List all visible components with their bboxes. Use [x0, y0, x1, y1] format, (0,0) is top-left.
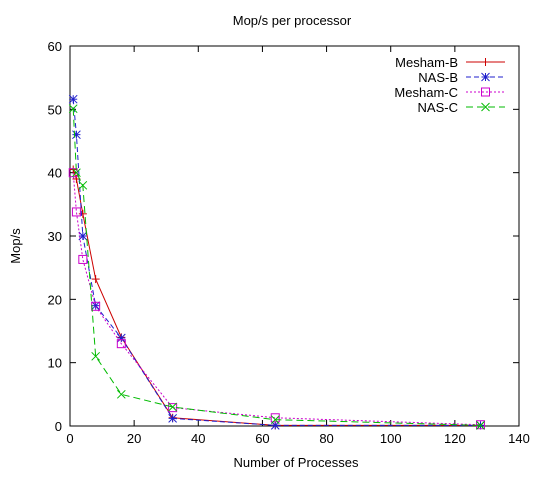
legend-label-nas-b: NAS-B	[418, 70, 458, 85]
data-point-nas-c	[72, 168, 81, 178]
marker-stroke	[481, 72, 490, 82]
x-tick-label: 100	[380, 431, 402, 446]
marker-stroke	[72, 168, 81, 178]
marker-stroke	[91, 351, 101, 361]
data-point-mesham-c	[116, 339, 126, 349]
data-point-mesham-c	[71, 207, 81, 217]
legend-marker-mesham-c	[481, 87, 490, 97]
marker-stroke	[476, 420, 486, 430]
marker-stroke	[270, 415, 280, 425]
y-tick-label: 60	[48, 39, 62, 54]
series-line-mesham-b	[72, 169, 481, 426]
data-point-nas-c	[168, 402, 177, 412]
data-point-nas-c	[270, 415, 280, 425]
x-tick-label: 40	[191, 431, 205, 446]
legend-marker-nas-b	[481, 72, 490, 82]
data-point-nas-c	[68, 104, 78, 114]
marker-stroke	[270, 413, 280, 423]
marker-stroke	[78, 254, 88, 264]
marker-stroke	[68, 104, 78, 114]
y-tick-label: 50	[48, 102, 62, 117]
chart-title: Mop/s per processor	[233, 13, 352, 28]
y-tick-label: 30	[48, 229, 62, 244]
x-tick-label: 0	[66, 431, 73, 446]
x-tick-label: 20	[127, 431, 141, 446]
y-tick-label: 0	[55, 419, 62, 434]
marker-stroke	[481, 87, 490, 97]
marker-stroke	[78, 180, 88, 190]
marker-stroke	[168, 414, 177, 423]
series-line-nas-b	[72, 99, 481, 426]
marker-stroke	[116, 389, 126, 399]
series-line-nas-c	[72, 108, 481, 426]
marker-stroke	[71, 207, 81, 217]
marker-stroke	[168, 402, 177, 412]
data-point-nas-b	[78, 231, 88, 241]
data-point-nas-b	[116, 333, 126, 343]
x-tick-label: 80	[319, 431, 333, 446]
y-tick-label: 10	[48, 356, 62, 371]
marker-stroke	[476, 421, 485, 430]
series-group	[68, 94, 486, 430]
data-point-nas-b	[68, 94, 78, 104]
x-tick-label: 120	[444, 431, 466, 446]
legend-label-nas-c: NAS-C	[418, 100, 458, 115]
marker-stroke	[481, 102, 490, 112]
x-tick-label: 60	[255, 431, 269, 446]
data-point-nas-b	[72, 130, 81, 140]
legend-label-mesham-c: Mesham-C	[394, 85, 458, 100]
x-tick-label: 140	[508, 431, 530, 446]
marker-stroke	[78, 231, 88, 241]
data-point-nas-c	[78, 180, 88, 190]
y-tick-label: 40	[48, 166, 62, 181]
data-point-mesham-b	[91, 275, 100, 284]
y-axis-label: Mop/s	[8, 228, 23, 264]
data-point-mesham-c	[68, 168, 78, 178]
marker-stroke	[68, 168, 78, 178]
data-point-mesham-c	[270, 413, 280, 423]
legend-marker-mesham-b	[481, 58, 490, 66]
series-line-mesham-c	[72, 172, 481, 426]
marker-stroke	[116, 339, 126, 349]
marker-stroke	[68, 94, 78, 104]
data-point-mesham-c	[78, 254, 88, 264]
marker-stroke	[72, 130, 81, 140]
data-point-nas-c	[476, 421, 485, 430]
data-point-nas-c	[91, 351, 101, 361]
legend-label-mesham-b: Mesham-B	[395, 55, 458, 70]
data-point-nas-b	[168, 414, 177, 423]
legend-marker-nas-c	[481, 102, 490, 112]
data-point-nas-b	[91, 301, 101, 311]
y-tick-label: 20	[48, 292, 62, 307]
data-point-mesham-c	[476, 420, 486, 430]
axis-ticks: 0 20 40 60 80 100 120 140 0 10 20 30 40 50 60	[48, 39, 530, 446]
x-axis-label: Number of Processes	[234, 455, 359, 470]
data-point-nas-c	[116, 389, 126, 399]
marker-stroke	[91, 301, 101, 311]
